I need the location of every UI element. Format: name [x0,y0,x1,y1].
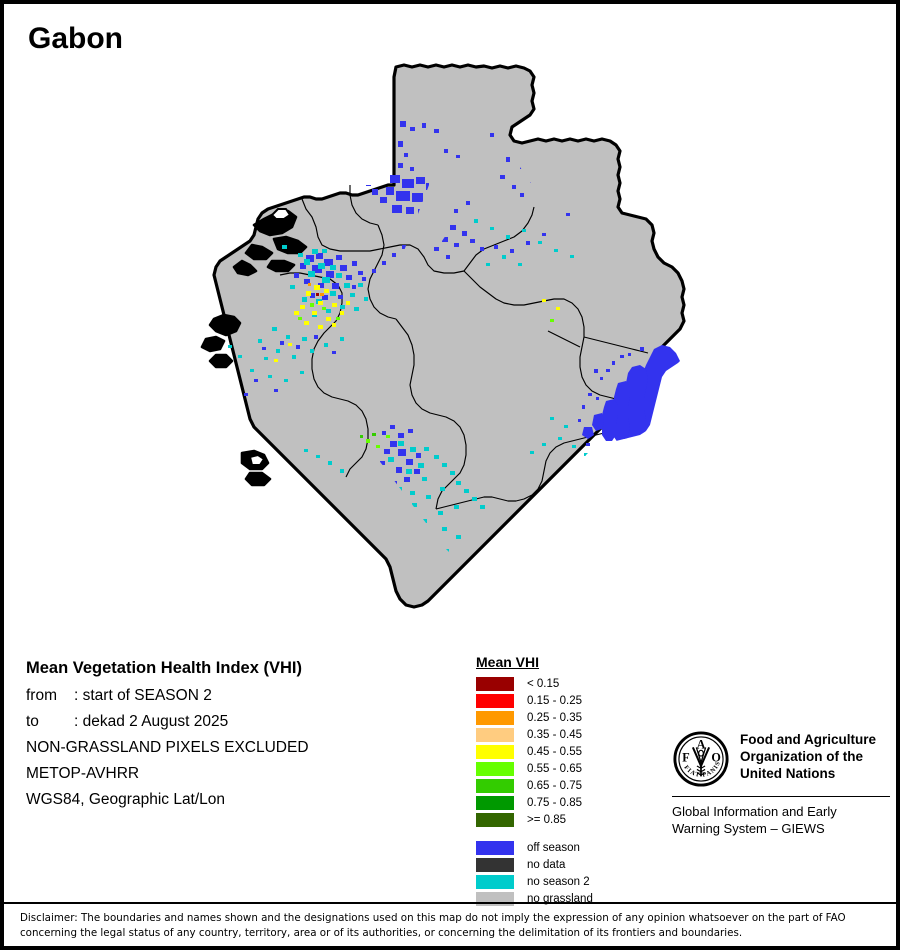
legend-class-swatch [476,728,514,742]
info-from-value: : start of SEASON 2 [74,687,212,704]
legend-special-label: no season 2 [527,876,590,888]
info-to-value: : dekad 2 August 2025 [74,713,229,730]
legend-class-swatch [476,694,514,708]
fao-branding-block: A F O FIAT PANIS Food and Agriculture Or… [672,730,892,838]
province-boundaries [279,185,649,510]
info-projection: WGS84, Geographic Lat/Lon [26,791,226,808]
legend-class-row: 0.15 - 0.25 [474,693,654,709]
fao-name-line3: United Nations [740,765,836,781]
legend-class-swatch [476,762,514,776]
coastline-detail [200,208,308,487]
legend-special-swatch [476,858,514,872]
legend-spacer [474,829,654,840]
legend-special-label: off season [527,842,580,854]
legend-class-row: 0.25 - 0.35 [474,710,654,726]
gabon-map-svg [200,63,686,609]
country-landmass [212,63,686,609]
legend-special-label: no data [527,859,566,871]
info-row-to: to : dekad 2 August 2025 [26,713,446,731]
fao-header: A F O FIAT PANIS Food and Agriculture Or… [672,730,892,788]
legend-special-row: no season 2 [474,874,654,890]
fao-name: Food and Agriculture Organization of the… [740,730,876,783]
country-border [212,63,686,609]
legend-class-label: 0.45 - 0.55 [527,746,582,758]
info-row-from: from : start of SEASON 2 [26,687,446,705]
vhi-northwest-cluster [282,245,368,329]
legend-class-label: 0.75 - 0.85 [527,797,582,809]
legend-class-swatch [476,677,514,691]
giews-line2: Warning System – GIEWS [672,820,825,836]
legend-title: Mean VHI [476,654,540,670]
info-from-label: from [26,687,57,704]
info-title: Mean Vegetation Health Index (VHI) [26,659,302,677]
map-info-block: Mean Vegetation Health Index (VHI) from:… [26,659,446,817]
fao-name-line1: Food and Agriculture [740,732,876,747]
legend-class-row: 0.45 - 0.55 [474,744,654,760]
giews-name: Global Information and Early Warning Sys… [672,804,892,838]
legend-special-row: no data [474,857,654,873]
map-legend: Mean VHI < 0.15 0.15 - 0.25 0.25 - 0.35 0.3… [474,654,654,908]
fao-divider [672,796,890,797]
legend-class-label: 0.55 - 0.65 [527,763,582,775]
legend-class-swatch [476,711,514,725]
legend-class-swatch [476,779,514,793]
info-pixel-note: NON-GRASSLAND PIXELS EXCLUDED [26,739,309,756]
legend-class-label: 0.15 - 0.25 [527,695,582,707]
legend-class-label: 0.35 - 0.45 [527,729,582,741]
legend-class-row: < 0.15 [474,676,654,692]
legend-class-row: 0.75 - 0.85 [474,795,654,811]
disclaimer-text: Disclaimer: The boundaries and names sho… [20,912,846,939]
info-sensor: METOP-AVHRR [26,765,140,782]
legend-class-row: 0.65 - 0.75 [474,778,654,794]
page-title: Gabon [28,22,123,55]
legend-special-row: no grassland [474,891,654,907]
legend-special-row: off season [474,840,654,856]
legend-class-swatch [476,745,514,759]
legend-class-row: 0.55 - 0.65 [474,761,654,777]
legend-class-list: < 0.15 0.15 - 0.25 0.25 - 0.35 0.35 - 0.45 0… [474,676,654,828]
disclaimer-divider [4,902,896,904]
legend-class-swatch [476,796,514,810]
giews-line1: Global Information and Early [672,804,837,819]
vhi-central-speckle [352,219,602,464]
legend-class-label: 0.65 - 0.75 [527,780,582,792]
fao-name-line2: Organization of the [740,748,863,764]
map-canvas[interactable] [154,49,774,629]
offseason-north [398,121,534,197]
legend-special-list: off season no data no season 2 no grassland [474,840,654,907]
info-to-label: to [26,713,39,730]
legend-special-swatch [476,841,514,855]
legend-class-swatch [476,813,514,827]
legend-class-row: 0.35 - 0.45 [474,727,654,743]
svg-text:F: F [682,750,689,764]
legend-class-label: >= 0.85 [527,814,567,826]
vhi-midwest-speckle [228,327,344,396]
svg-text:A: A [697,738,706,752]
fao-logo-icon: A F O FIAT PANIS [673,731,729,787]
legend-special-swatch [476,875,514,889]
svg-text:O: O [711,750,720,764]
legend-class-label: 0.25 - 0.35 [527,712,582,724]
legend-class-row: >= 0.85 [474,812,654,828]
legend-class-label: < 0.15 [527,678,560,690]
